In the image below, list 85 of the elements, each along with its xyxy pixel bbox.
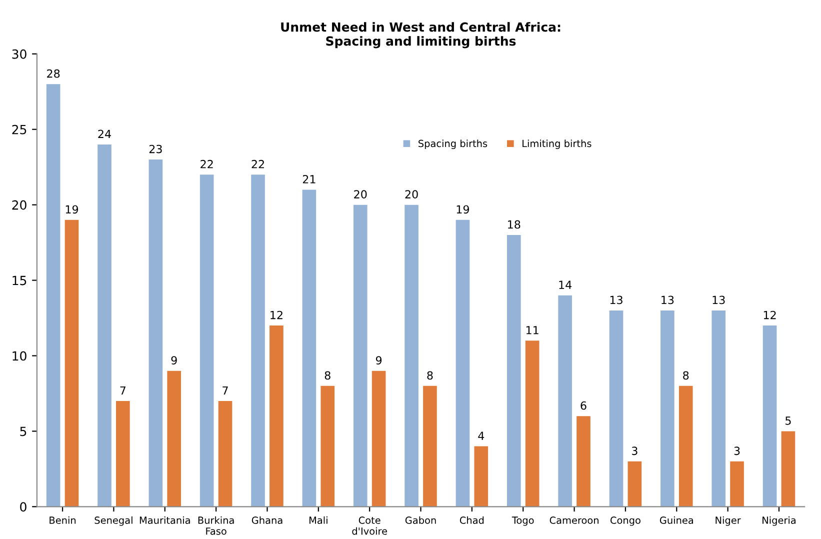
data-label: 9 (376, 356, 382, 365)
data-label: 4 (478, 432, 484, 440)
bar (628, 461, 642, 507)
bar (353, 204, 368, 507)
data-label: 6 (580, 401, 586, 410)
y-tick-label: 15 (12, 276, 26, 286)
x-tick-label: Togo (512, 516, 534, 526)
data-label: 7 (222, 386, 228, 395)
x-tick-label: Nigeria (762, 516, 796, 526)
data-label: 21 (302, 175, 316, 184)
data-label: 8 (427, 371, 433, 380)
x-tick-label: Gabon (405, 516, 436, 524)
chart-title: Unmet Need in West and Central Africa: Spacing and limiting births (281, 22, 560, 48)
bar (372, 370, 386, 507)
bar (609, 310, 624, 507)
bar (474, 446, 488, 507)
data-label: 9 (171, 356, 177, 365)
data-label: 19 (456, 205, 470, 214)
bar (456, 220, 470, 507)
data-label: 22 (200, 160, 213, 168)
bar (660, 310, 674, 507)
x-tick-label: Mali (309, 516, 328, 524)
bar (423, 386, 437, 507)
bar (218, 401, 232, 507)
y-tick-label: 0 (20, 502, 26, 512)
bar (762, 326, 777, 507)
data-label: 20 (405, 190, 418, 198)
bar (270, 326, 284, 507)
x-tick-label: Mauritania (140, 516, 190, 524)
data-label: 23 (149, 144, 162, 154)
bar (558, 295, 572, 507)
bar (781, 431, 796, 507)
x-tick-label: Cote d'Ivoire (352, 516, 388, 535)
bar (320, 386, 335, 507)
bar (251, 174, 265, 507)
data-label: 24 (98, 130, 111, 138)
bar (167, 370, 182, 507)
y-tick-label: 30 (12, 49, 26, 59)
data-label: 3 (734, 446, 740, 456)
x-tick-label: Niger (716, 516, 741, 526)
bar (302, 190, 316, 507)
y-tick-label: 5 (20, 426, 26, 436)
bar (576, 416, 590, 507)
legend-label: Spacing births (418, 140, 488, 150)
x-tick-label: Senegal (94, 516, 132, 526)
legend-label: Limiting births (522, 140, 592, 150)
data-label: 8 (324, 371, 330, 380)
data-label: 7 (120, 386, 126, 395)
x-tick-label: Chad (460, 516, 484, 524)
data-label: 19 (66, 205, 78, 214)
bar (678, 386, 693, 507)
x-tick-label: Cameroon (550, 516, 598, 524)
data-label: 22 (252, 160, 264, 168)
data-label: 8 (683, 371, 689, 380)
bar (506, 235, 521, 507)
data-label: 13 (610, 296, 622, 304)
data-label: 12 (764, 310, 776, 320)
data-label: 13 (712, 296, 725, 304)
bar (98, 144, 112, 507)
bar (404, 204, 418, 507)
bar (64, 220, 79, 507)
x-tick-label: Benin (50, 516, 76, 524)
data-label: 28 (47, 69, 60, 78)
bar (46, 84, 60, 507)
y-tick-label: 25 (12, 124, 26, 134)
data-label: 3 (632, 446, 638, 456)
data-label: 20 (354, 190, 367, 198)
bar (525, 340, 540, 507)
y-tick-label: 20 (12, 200, 26, 210)
data-label: 11 (526, 326, 538, 334)
bar (148, 160, 163, 507)
bar (730, 461, 744, 507)
bar (116, 401, 130, 507)
x-tick-label: Congo (610, 516, 640, 526)
x-tick-label: Burkina Faso (198, 516, 234, 535)
y-tick-label: 10 (12, 351, 26, 361)
bar (712, 310, 726, 507)
x-tick-label: Ghana (252, 516, 282, 524)
data-label: 12 (270, 310, 282, 320)
data-label: 14 (559, 280, 572, 289)
data-label: 18 (508, 220, 520, 229)
data-label: 13 (662, 296, 674, 304)
bar (200, 174, 214, 507)
x-tick-label: Guinea (660, 516, 694, 524)
data-label: 5 (786, 416, 791, 425)
